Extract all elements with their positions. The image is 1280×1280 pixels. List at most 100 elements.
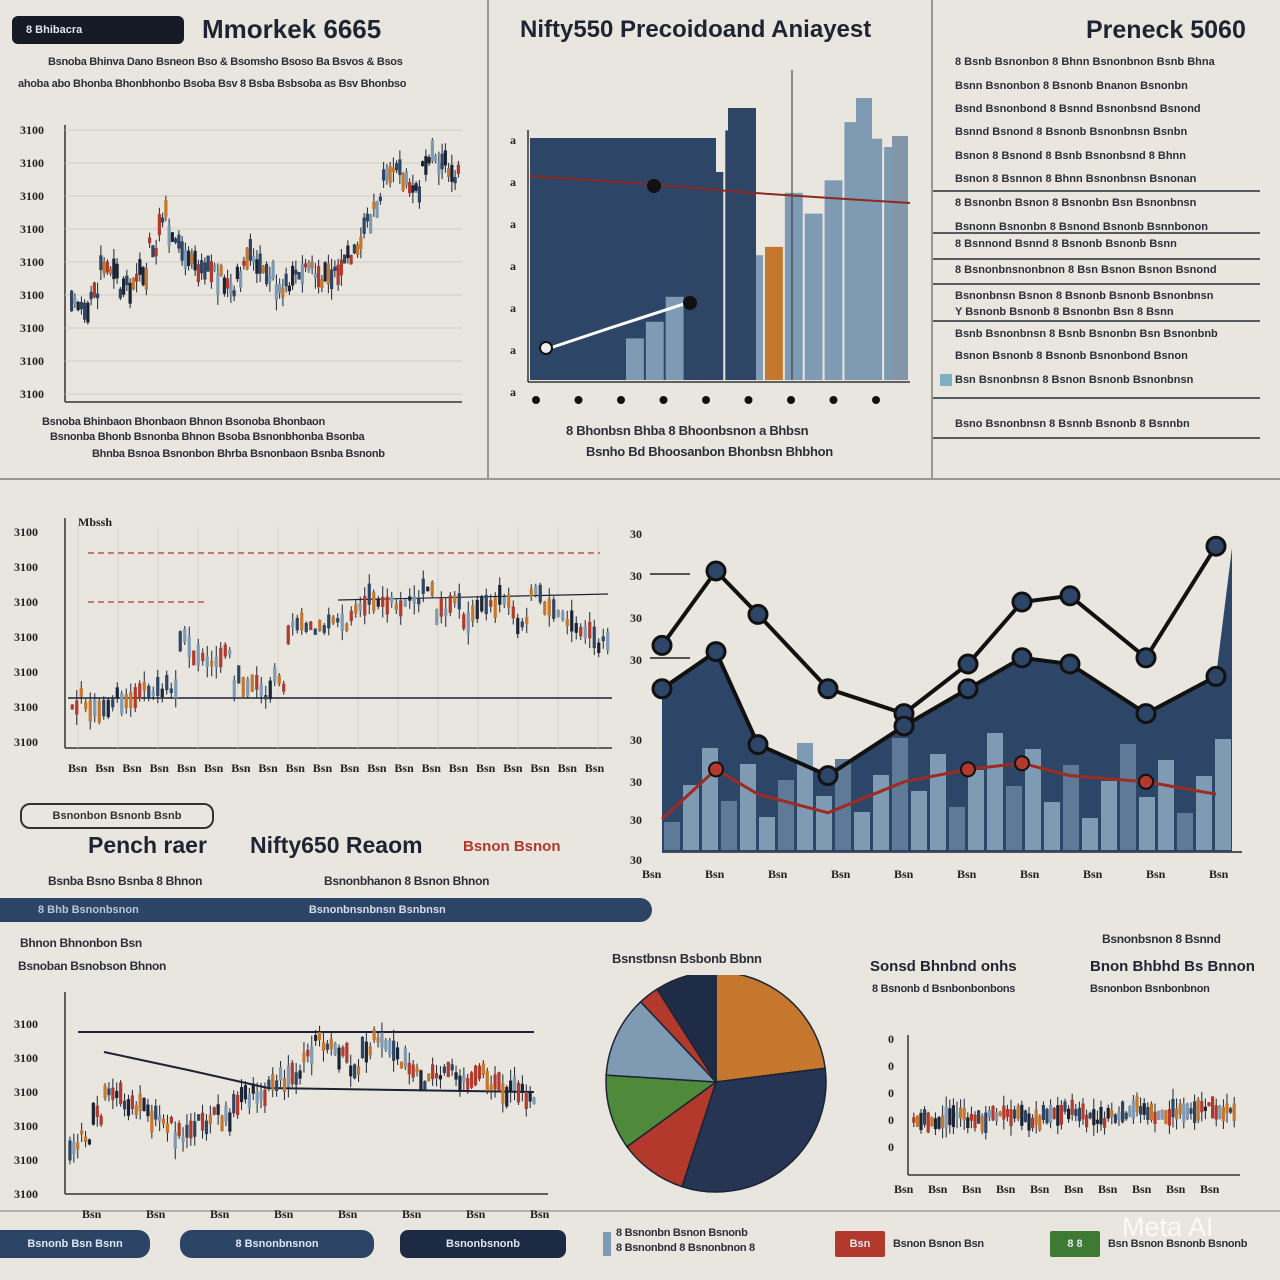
- c1-candle: [343, 254, 347, 264]
- c5-candle: [353, 1064, 357, 1079]
- c3-candle: [552, 599, 556, 619]
- c7-candle: [937, 1117, 941, 1129]
- side-list-item: Bsnon 8 Bsnnon 8 Bhnn Bsnonbnsn Bsnonan: [955, 173, 1197, 185]
- y-tick-label: 30: [630, 569, 642, 583]
- x-tick-label: Bsn: [996, 1182, 1016, 1196]
- c1-candle: [307, 262, 311, 271]
- left-title: Mmorkek 6665: [202, 14, 382, 44]
- series-point: [1138, 773, 1154, 790]
- c5-candle: [130, 1095, 134, 1109]
- c3-candle: [336, 618, 340, 623]
- mid-subtitle-1: Bsnba Bsno Bsnba 8 Bhnon: [48, 874, 203, 888]
- c5-candle: [388, 1040, 392, 1055]
- c3-candle: [376, 598, 380, 607]
- c3-candle: [124, 694, 128, 709]
- c7-candle: [1203, 1106, 1207, 1111]
- c5-candle: [247, 1094, 251, 1108]
- footer-button-1[interactable]: Bsnonb Bsn Bsnn: [0, 1230, 150, 1258]
- y-tick-label: a: [510, 385, 516, 399]
- side-list-separator: [933, 320, 1260, 322]
- c1-candle: [203, 262, 207, 280]
- c3-candle: [358, 602, 362, 611]
- c5-candle: [505, 1087, 509, 1107]
- c3-candle: [111, 699, 115, 708]
- bar: [1082, 818, 1098, 850]
- footer-button-2[interactable]: 8 Bsnonbnsnon: [180, 1230, 374, 1258]
- footer-green-box[interactable]: 8 8: [1050, 1231, 1100, 1257]
- c7-candle: [998, 1111, 1002, 1116]
- c5-candle: [434, 1073, 439, 1079]
- c5-candle: [251, 1083, 255, 1094]
- x-tick-label: Bsn: [642, 867, 662, 881]
- c1-candle: [447, 167, 451, 177]
- mid-pill[interactable]: Bsnonbon Bsnonb Bsnb: [20, 803, 214, 829]
- bar: [854, 812, 870, 850]
- c3-candle: [547, 598, 551, 617]
- x-dot: [744, 396, 753, 404]
- c7-candle: [1034, 1109, 1038, 1125]
- c5-candle: [181, 1136, 185, 1142]
- c5-candle: [427, 1073, 431, 1082]
- c3-candle: [583, 625, 587, 639]
- c1-candle: [404, 171, 408, 186]
- footer-red-box[interactable]: Bsn: [835, 1231, 885, 1257]
- c3-candle: [381, 596, 385, 607]
- c5-candle: [317, 1032, 322, 1041]
- c3-candle: [174, 679, 178, 699]
- c3-candle: [282, 683, 286, 692]
- c7-candle: [1135, 1096, 1139, 1113]
- bar: [1006, 786, 1022, 850]
- c5-candle: [103, 1085, 107, 1099]
- c7-candle: [966, 1117, 970, 1129]
- c5-candle: [470, 1072, 474, 1088]
- side-list-item: Bsnon 8 Bsnond 8 Bsnb Bsnonbsnd 8 Bhnn: [955, 150, 1186, 162]
- c1-candle: [391, 167, 395, 173]
- series-point: [651, 634, 673, 656]
- c5-candle: [91, 1102, 95, 1125]
- series-point: [1205, 665, 1227, 687]
- bar: [1025, 749, 1041, 850]
- strip-bar[interactable]: 8 Bhb Bsnonbsnon Bsnonbnsnbnsn Bsnbnsn: [0, 898, 652, 922]
- c5-candle: [310, 1046, 314, 1065]
- c1-candle: [102, 261, 106, 274]
- c3-candle: [156, 677, 160, 697]
- series-point: [1011, 591, 1033, 613]
- c1-candle: [430, 139, 434, 162]
- x-tick-label: Bsn: [274, 1207, 294, 1220]
- c3-candle: [444, 608, 448, 617]
- c7-candle: [1232, 1103, 1236, 1121]
- x-tick-label: Bsn: [340, 761, 360, 775]
- c1-candle: [79, 301, 83, 310]
- c3-candle: [192, 650, 196, 666]
- c5-candle: [341, 1047, 345, 1056]
- footer-button-3[interactable]: Bsnonbsnonb: [400, 1230, 566, 1258]
- c5-candle: [282, 1078, 287, 1092]
- c5-candle: [134, 1104, 138, 1116]
- c1-candle: [284, 273, 288, 287]
- c5-candle: [329, 1038, 333, 1050]
- c1-candle: [206, 255, 210, 272]
- chart-mid-left: 3100 3100 3100 3100 3100 3100 3100 Mbssh Bsn Bsn B…: [14, 515, 612, 775]
- caption-top-center-2: Bsnho Bd Bhoosanbon Bhonbsn Bhbhon: [586, 444, 833, 459]
- c5-candle: [392, 1040, 396, 1061]
- c3-candle: [529, 588, 533, 597]
- header-badge[interactable]: 8 Bhibacra: [12, 16, 184, 44]
- c7-candle: [1221, 1107, 1225, 1122]
- c1-candle: [242, 260, 246, 266]
- x-dot: [532, 396, 540, 404]
- c7-candle: [1167, 1108, 1171, 1126]
- divider-row-3: [0, 1210, 1280, 1212]
- c5-candle: [415, 1067, 419, 1073]
- c7-candle: [933, 1118, 937, 1130]
- c3-candle: [543, 601, 547, 615]
- c1-candle: [213, 264, 217, 271]
- strip-center-text: Bsnonbnsnbnsn Bsnbnsn: [308, 904, 446, 916]
- c3-candle: [129, 692, 133, 709]
- x-tick-label: Bsn: [204, 761, 224, 775]
- c3-candle: [390, 596, 394, 603]
- side-list-separator: [933, 283, 1260, 285]
- c3-candle: [84, 702, 88, 709]
- c3-candle: [309, 621, 313, 630]
- bottom-right-sub-1: 8 Bsnonb d Bsnbonbonbons: [872, 983, 1016, 995]
- series-point: [705, 560, 727, 582]
